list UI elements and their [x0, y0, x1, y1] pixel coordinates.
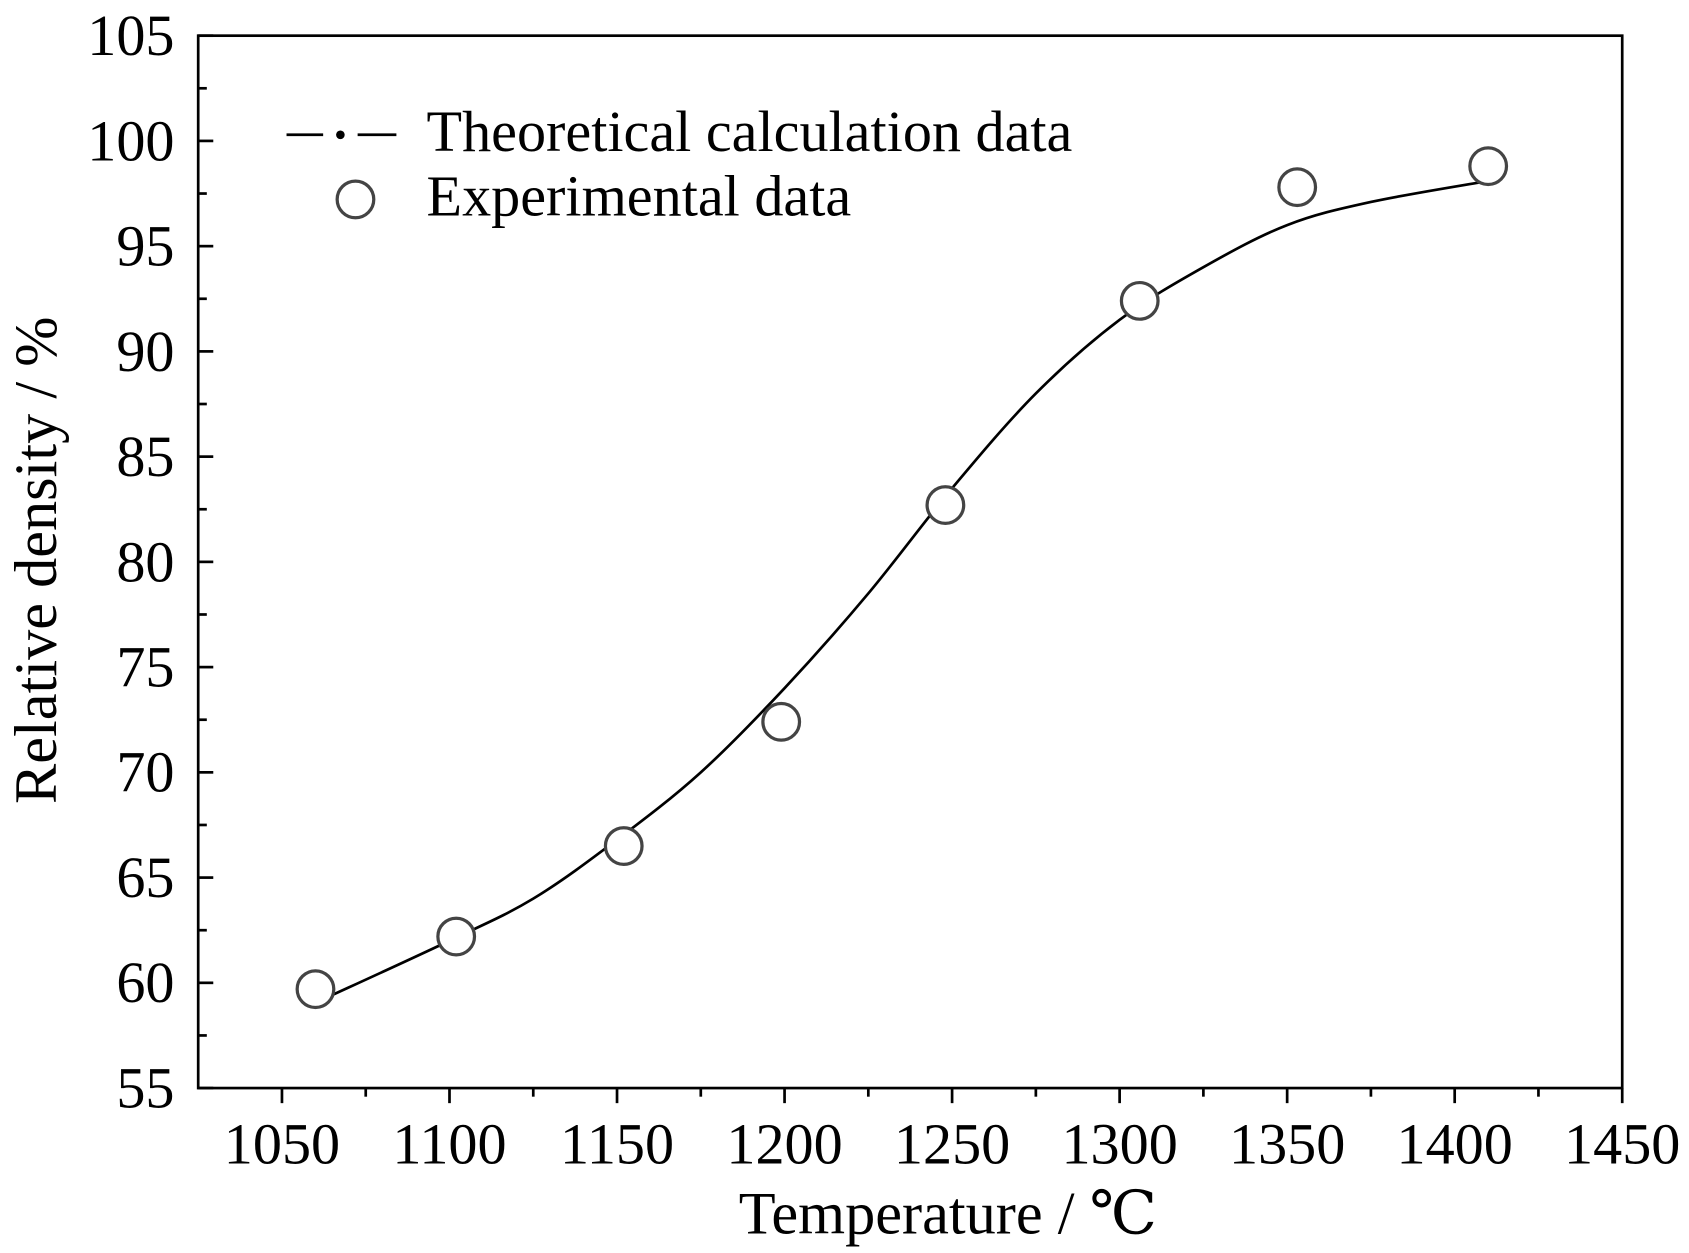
x-tick-label: 1300: [1061, 1111, 1177, 1176]
x-tick-label: 1050: [224, 1111, 340, 1176]
legend-label-experimental: Experimental data: [427, 164, 852, 229]
y-tick-label: 85: [116, 424, 174, 489]
y-tick-label: 55: [116, 1055, 174, 1120]
y-tick-label: 90: [116, 319, 174, 384]
y-tick-label: 65: [116, 845, 174, 910]
x-tick-label: 1350: [1229, 1111, 1345, 1176]
experimental-points: [295, 146, 1509, 1010]
legend-line-marker: [286, 130, 397, 140]
x-tick-label: 1150: [560, 1111, 674, 1176]
experimental-point: [925, 485, 966, 525]
y-tick-labels: 55 60 65 70 75 80 85 90 95 100 105: [87, 3, 174, 1120]
experimental-point: [603, 826, 644, 866]
experimental-point: [1277, 167, 1318, 208]
axis-ticks: [198, 34, 1624, 1104]
y-tick-label: 75: [116, 634, 174, 699]
y-tick-label: 100: [87, 108, 174, 173]
legend: Theoretical calculation data Experimenta…: [286, 99, 1073, 229]
x-tick-label: 1100: [392, 1111, 506, 1176]
x-axis-label: Temperature / ℃: [739, 1180, 1157, 1247]
legend-circle-marker: [335, 179, 376, 220]
y-tick-label: 80: [116, 529, 174, 594]
experimental-point: [1468, 146, 1509, 187]
y-tick-label: 70: [116, 740, 174, 805]
theoretical-curve: [321, 179, 1489, 1001]
experimental-point: [1119, 280, 1160, 321]
experimental-point: [436, 916, 477, 957]
y-tick-label: 95: [116, 214, 174, 279]
x-tick-label: 1400: [1397, 1111, 1513, 1176]
x-tick-label: 1200: [726, 1111, 842, 1176]
x-tick-label: 1250: [894, 1111, 1010, 1176]
legend-label-theoretical: Theoretical calculation data: [427, 99, 1073, 164]
y-axis-label: Relative density / %: [3, 317, 70, 804]
y-tick-label: 60: [116, 950, 174, 1015]
experimental-point: [295, 969, 336, 1010]
x-tick-label: 1450: [1564, 1111, 1680, 1176]
x-tick-labels: 1050 1100 1150 1200 1250 1300 1350 1400 1450: [224, 1111, 1681, 1176]
experimental-point: [761, 701, 802, 742]
y-tick-label: 105: [87, 3, 174, 68]
